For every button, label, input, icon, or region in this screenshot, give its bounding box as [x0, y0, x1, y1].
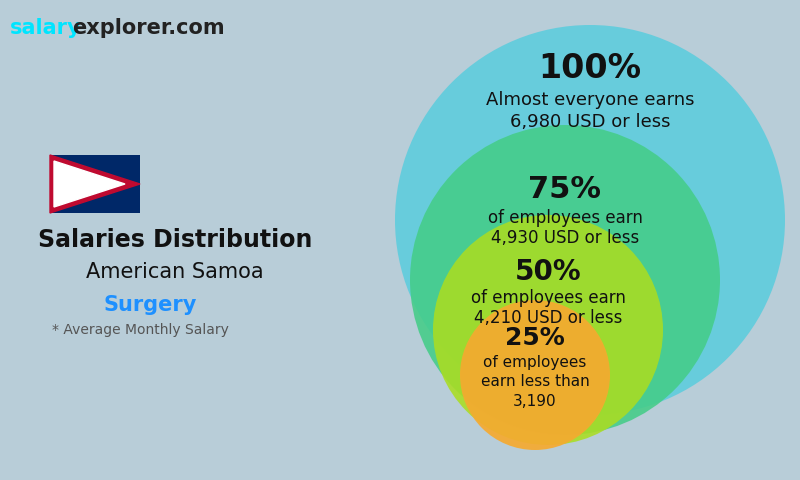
Text: 50%: 50% — [514, 258, 582, 286]
Text: of employees: of employees — [483, 355, 586, 370]
Text: 100%: 100% — [538, 51, 642, 84]
Text: of employees earn: of employees earn — [487, 209, 642, 227]
Text: 3,190: 3,190 — [513, 395, 557, 409]
Text: Surgery: Surgery — [103, 295, 197, 315]
Text: salary: salary — [10, 18, 82, 38]
Text: explorer.com: explorer.com — [72, 18, 225, 38]
Bar — [50, 155, 140, 213]
Ellipse shape — [395, 25, 785, 415]
Text: Almost everyone earns: Almost everyone earns — [486, 91, 694, 109]
Text: American Samoa: American Samoa — [86, 262, 264, 282]
Polygon shape — [54, 161, 125, 207]
Ellipse shape — [460, 300, 610, 450]
Text: 25%: 25% — [505, 326, 565, 350]
Text: earn less than: earn less than — [481, 374, 590, 389]
Ellipse shape — [410, 125, 720, 435]
Text: 75%: 75% — [529, 176, 602, 204]
Text: Salaries Distribution: Salaries Distribution — [38, 228, 312, 252]
Text: of employees earn: of employees earn — [470, 289, 626, 307]
Text: 4,930 USD or less: 4,930 USD or less — [491, 229, 639, 247]
Text: * Average Monthly Salary: * Average Monthly Salary — [51, 323, 229, 337]
Text: 4,210 USD or less: 4,210 USD or less — [474, 309, 622, 327]
Polygon shape — [50, 155, 140, 213]
Text: 6,980 USD or less: 6,980 USD or less — [510, 113, 670, 131]
Ellipse shape — [433, 215, 663, 445]
